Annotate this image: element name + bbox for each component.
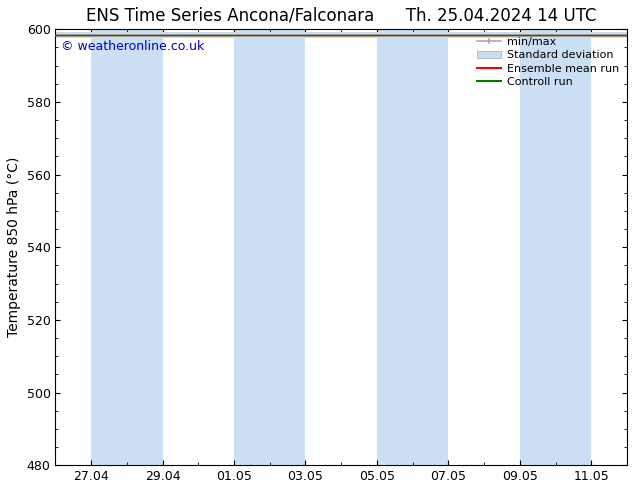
Bar: [91, 29, 162, 465]
Y-axis label: Temperature 850 hPa (°C): Temperature 850 hPa (°C): [7, 157, 21, 338]
Bar: [377, 29, 448, 465]
Title: ENS Time Series Ancona/Falconara      Th. 25.04.2024 14 UTC: ENS Time Series Ancona/Falconara Th. 25.…: [86, 7, 597, 25]
Text: © weatheronline.co.uk: © weatheronline.co.uk: [61, 40, 204, 53]
Bar: [234, 29, 306, 465]
Bar: [520, 29, 592, 465]
Legend: min/max, Standard deviation, Ensemble mean run, Controll run: min/max, Standard deviation, Ensemble me…: [472, 33, 624, 92]
